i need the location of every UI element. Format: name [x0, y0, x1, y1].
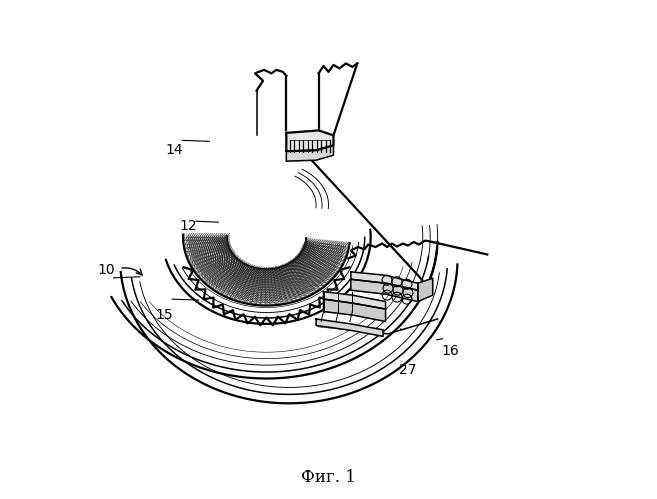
Text: 10: 10	[97, 263, 115, 277]
Text: Фиг. 1: Фиг. 1	[301, 469, 356, 486]
Polygon shape	[323, 292, 386, 309]
Text: 16: 16	[442, 344, 459, 358]
Text: 14: 14	[166, 143, 183, 157]
Polygon shape	[323, 299, 386, 321]
Polygon shape	[418, 278, 433, 301]
Polygon shape	[286, 145, 334, 161]
Polygon shape	[351, 279, 418, 301]
Polygon shape	[351, 272, 418, 290]
Text: 15: 15	[156, 308, 173, 322]
Text: 27: 27	[399, 363, 417, 377]
Polygon shape	[286, 130, 334, 151]
Text: 12: 12	[180, 219, 197, 233]
Polygon shape	[316, 319, 383, 336]
